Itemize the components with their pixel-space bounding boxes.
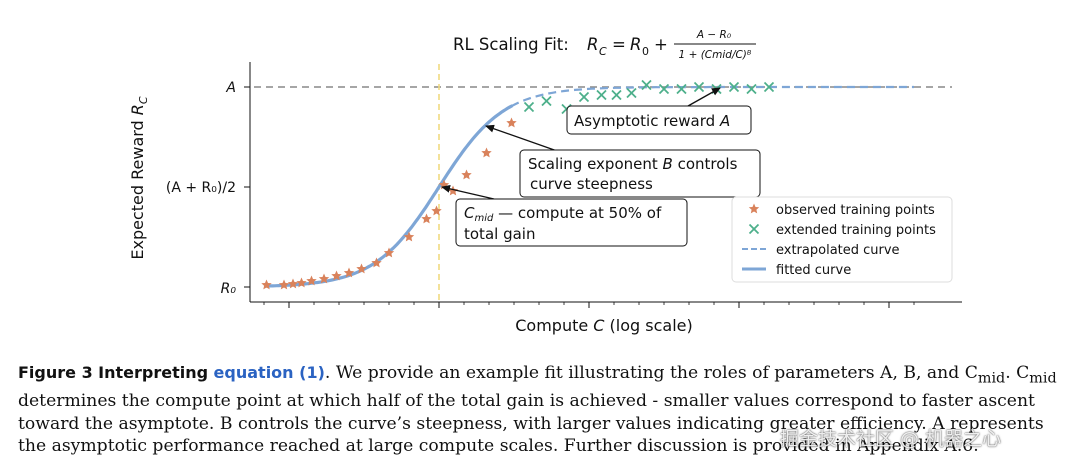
annotation-asymptotic: Asymptotic reward A <box>566 105 752 135</box>
legend-star-icon <box>748 203 760 214</box>
extended-point <box>763 81 775 93</box>
observed-point <box>371 257 382 268</box>
watermark: 掘金技术社区 @ 机器之心 <box>780 428 1002 450</box>
svg-text:R: R <box>630 35 641 54</box>
extended-point <box>746 83 757 95</box>
svg-text:=: = <box>612 35 626 54</box>
figure-label: Figure 3 <box>18 363 93 382</box>
fitted-curve <box>264 104 514 288</box>
cmid-arrow <box>441 184 495 200</box>
svg-text:1 + (Cmid/C)ᴮ: 1 + (Cmid/C)ᴮ <box>679 49 752 61</box>
observed-point <box>403 231 415 242</box>
mid-subscript: mid <box>977 370 1006 387</box>
x-axis-label: Compute C (log scale) <box>515 316 693 335</box>
chart-title: RL Scaling Fit: R C = R 0 + A − R₀ 1 + (… <box>453 29 756 61</box>
mid-subscript-2: mid <box>1029 370 1057 387</box>
svg-text:Scaling exponent B controls: Scaling exponent B controls <box>528 155 738 173</box>
svg-text:total gain: total gain <box>464 225 535 243</box>
extended-point <box>541 95 552 107</box>
annotation-steepness: Scaling exponent B controls curve steepn… <box>519 149 761 198</box>
extended-point <box>523 101 535 113</box>
svg-text:A − R₀: A − R₀ <box>696 29 732 41</box>
caption-line-2: determines the compute point at which ha… <box>18 391 1035 412</box>
y-tick-label-A: A <box>225 80 236 96</box>
y-ticks: A (A + R₀)/2 R₀ <box>166 80 250 297</box>
annotation-cmid: Cmid — compute at 50% of total gain <box>455 198 688 247</box>
caption-line-3: toward the asymptote. B controls the cur… <box>18 413 1044 434</box>
figure-caption: Figure 3 Interpreting equation (1). We p… <box>18 362 1068 458</box>
legend-label: observed training points <box>776 203 935 218</box>
observed-point <box>421 213 432 224</box>
observed-point <box>318 273 330 284</box>
svg-text:Asymptotic reward A: Asymptotic reward A <box>574 112 730 130</box>
svg-text:curve steepness: curve steepness <box>530 175 653 193</box>
caption-line-1: . We provide an example fit illustrating… <box>324 363 978 383</box>
y-tick-label-mid: (A + R₀)/2 <box>166 180 236 196</box>
observed-point <box>261 279 272 290</box>
observed-point <box>431 205 442 216</box>
observed-point <box>447 185 459 196</box>
extended-points <box>523 79 775 115</box>
extended-point <box>658 83 670 95</box>
legend: observed training points extended trainin… <box>731 196 953 283</box>
svg-text:+: + <box>654 35 668 54</box>
observed-point <box>461 169 472 180</box>
extended-point <box>676 83 687 95</box>
chart: RL Scaling Fit: R C = R 0 + A − R₀ 1 + (… <box>128 29 962 335</box>
legend-cross-icon <box>748 223 760 235</box>
observed-point <box>343 267 355 278</box>
svg-text:R: R <box>587 35 598 54</box>
y-axis-label: Expected Reward RC <box>128 96 150 260</box>
svg-text:Cmid — compute at 50% of: Cmid — compute at 50% of <box>464 204 662 224</box>
observed-point <box>278 279 290 290</box>
observed-point <box>356 263 367 274</box>
svg-text:RL Scaling Fit:: RL Scaling Fit: <box>453 35 569 54</box>
extended-point <box>578 91 590 103</box>
observed-point <box>331 270 342 281</box>
observed-point <box>306 275 317 286</box>
extended-point <box>596 89 607 101</box>
observed-point <box>506 117 517 128</box>
steepness-arrow <box>485 124 561 153</box>
extended-point <box>728 81 740 93</box>
asymptote-arrow <box>687 87 721 107</box>
legend-label: extrapolated curve <box>776 243 900 258</box>
legend-label: extended training points <box>776 223 936 238</box>
equation-link[interactable]: equation (1) <box>213 363 325 382</box>
caption-line-1-tail: . C <box>1005 363 1030 383</box>
x-ticks <box>263 302 915 308</box>
svg-text:C: C <box>599 45 607 58</box>
observed-points <box>261 117 517 290</box>
extended-point <box>611 89 622 101</box>
legend-label: fitted curve <box>776 263 851 278</box>
extended-point <box>641 79 652 91</box>
caption-line-4: the asymptotic performance reached at la… <box>18 436 979 457</box>
observed-point <box>481 147 492 158</box>
figure-title: Interpreting <box>98 363 209 382</box>
extended-point <box>693 81 705 93</box>
svg-text:0: 0 <box>642 45 649 58</box>
y-tick-label-R0: R₀ <box>221 281 237 297</box>
observed-point <box>287 278 299 289</box>
extrapolated-curve <box>511 85 914 108</box>
observed-point <box>383 247 395 258</box>
observed-point <box>296 277 307 288</box>
extended-point <box>626 87 637 99</box>
